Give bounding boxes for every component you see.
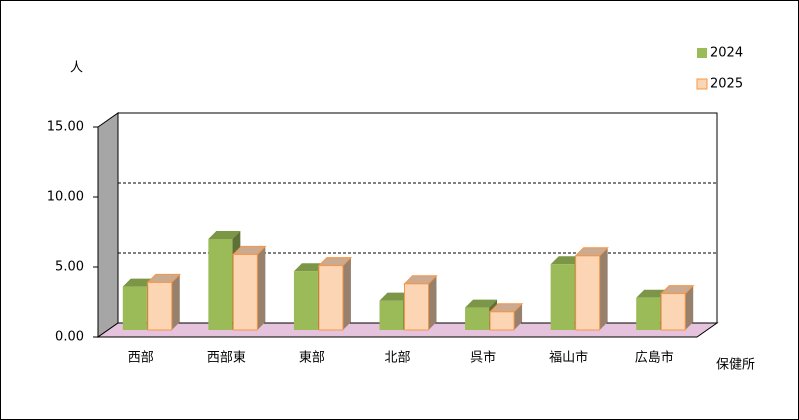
bar [660,285,695,331]
bar [403,275,438,331]
legend-label: 2025 [710,77,743,92]
bar-top [550,256,583,265]
bar-side [599,247,608,330]
y-tick-label: 0.00 [55,330,84,345]
bar-top [293,263,326,272]
bar-front [489,311,515,331]
bar-front [575,255,601,331]
bar-front [208,239,233,330]
bar-side [685,285,694,330]
bar-side [342,257,351,330]
x-tick-label: 広島市 [635,350,674,366]
y-axis-label: 人 [70,61,83,76]
side-wall [97,112,119,338]
bar-front [636,297,661,330]
bar-top [465,299,498,308]
bar-side [257,246,266,330]
x-tick-label: 西部 [128,351,154,366]
legend-swatch [697,48,707,58]
x-tick-label: 呉市 [470,350,496,366]
bar-front [147,281,173,331]
bar-front [465,307,490,330]
bar-top [208,231,241,239]
bar-front [550,264,575,330]
bar-front [379,300,404,330]
bar-front [293,271,318,330]
legend-swatch [696,78,708,90]
bar-front [404,283,429,331]
x-tick-label: 北部 [384,351,410,366]
y-tick-label: 10.00 [47,190,84,205]
bar-top [379,292,412,301]
bar-front [122,286,147,330]
bar-side [171,274,180,330]
y-tick-label: 5.00 [55,260,84,275]
bar-side [428,275,437,330]
y-tick-label: 15.00 [47,120,84,135]
bar-top [122,278,155,287]
bar [488,303,524,331]
legend-label: 2024 [710,46,743,61]
bar [232,245,267,331]
x-tick-label: 福山市 [549,350,588,366]
bar [146,273,181,331]
x-axis-label: 保健所 [716,358,755,373]
bar-front [232,253,258,331]
bar [317,257,353,331]
bar-front [660,293,686,331]
bar-top [636,289,669,298]
x-tick-label: 東部 [299,350,325,366]
bar [574,247,609,331]
x-tick-label: 西部東 [207,350,246,366]
bar-front [318,265,344,331]
